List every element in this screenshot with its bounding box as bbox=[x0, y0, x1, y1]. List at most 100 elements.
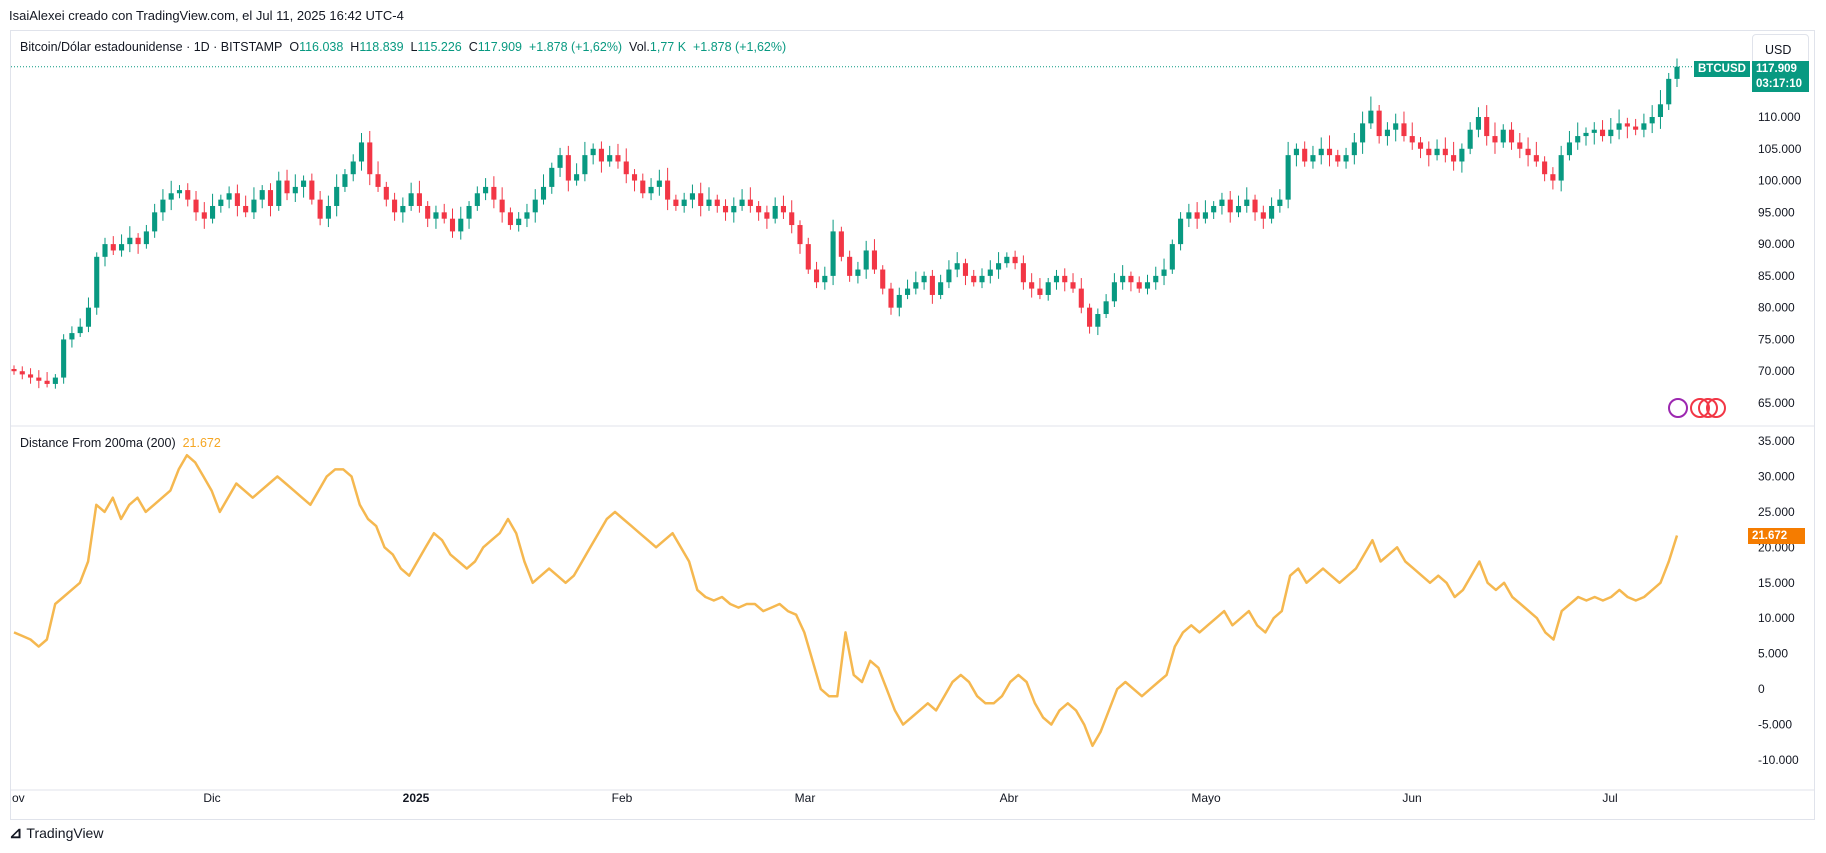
candle-body bbox=[27, 374, 34, 378]
countdown-tag: 03:17:10 bbox=[1752, 76, 1809, 92]
candle-body bbox=[855, 269, 861, 276]
candle-body bbox=[1318, 148, 1324, 156]
change-value: +1.878 (+1,62%) bbox=[528, 40, 623, 54]
candle-body bbox=[979, 275, 985, 283]
indicator-legend: Distance From 200ma (200) 21.672 bbox=[20, 436, 221, 450]
candle-body bbox=[615, 155, 621, 162]
symbol-label[interactable]: Bitcoin/Dólar estadounidense · 1D · BITS… bbox=[20, 40, 283, 54]
volume-change: +1.878 (+1,62%) bbox=[693, 40, 787, 54]
candle-body bbox=[1599, 129, 1606, 137]
candle-body bbox=[739, 199, 745, 206]
candle-body bbox=[416, 193, 422, 206]
candle-body bbox=[1641, 123, 1647, 130]
candle-body bbox=[1070, 282, 1076, 289]
candle-body bbox=[350, 161, 356, 175]
chart-header: IsaiAlexei creado con TradingView.com, e… bbox=[9, 8, 404, 23]
candle-body bbox=[44, 380, 50, 384]
candle-body bbox=[714, 199, 720, 206]
candle-body bbox=[276, 180, 282, 206]
candle-body bbox=[656, 180, 662, 187]
candle-body bbox=[1542, 161, 1548, 175]
candle-body bbox=[317, 199, 323, 219]
candle-body bbox=[557, 155, 563, 168]
candle-body bbox=[110, 244, 116, 251]
candle-body bbox=[325, 205, 331, 219]
candle-body bbox=[1492, 136, 1498, 143]
candle-body bbox=[375, 174, 381, 187]
candle-body bbox=[218, 199, 224, 206]
candle-body bbox=[69, 333, 75, 340]
candle-body bbox=[1244, 199, 1250, 206]
close-value: 117.909 bbox=[477, 40, 523, 54]
price-axis-tick: 85.000 bbox=[1758, 269, 1795, 283]
candle-body bbox=[441, 212, 447, 219]
tv-logo-icon: ⊿ bbox=[9, 825, 22, 842]
candle-body bbox=[756, 205, 762, 213]
indicator-value: 21.672 bbox=[182, 436, 221, 450]
candle-body bbox=[1178, 218, 1184, 245]
candle-body bbox=[1269, 205, 1275, 219]
candle-body bbox=[1360, 123, 1366, 143]
price-axis-tick: 110.000 bbox=[1758, 110, 1801, 124]
symbol-price-tag: BTCUSD bbox=[1694, 61, 1750, 77]
high-value: 118.839 bbox=[359, 40, 404, 54]
candle-body bbox=[954, 263, 960, 270]
time-axis-tick: Feb bbox=[612, 791, 633, 805]
candle-body bbox=[193, 199, 199, 213]
candle-body bbox=[425, 205, 431, 219]
candle-body bbox=[1475, 117, 1481, 130]
currency-button[interactable]: USD bbox=[1752, 34, 1809, 64]
time-axis-tick: Jun bbox=[1402, 791, 1421, 805]
candle-body bbox=[1285, 155, 1291, 200]
candle-body bbox=[1004, 256, 1010, 264]
candle-body bbox=[36, 377, 42, 381]
candle-body bbox=[1078, 288, 1084, 308]
candle-body bbox=[905, 288, 911, 295]
candle-body bbox=[85, 307, 92, 327]
lightning-icon[interactable] bbox=[1668, 398, 1688, 418]
candle-body bbox=[921, 275, 927, 283]
tradingview-logo[interactable]: ⊿ TradingView bbox=[9, 823, 103, 843]
candle-body bbox=[913, 282, 919, 289]
candle-body bbox=[764, 212, 770, 219]
candle-body bbox=[499, 199, 505, 213]
price-axis-tick: 75.000 bbox=[1758, 332, 1795, 346]
us-flag-icon-3[interactable] bbox=[1706, 398, 1726, 418]
indicator-axis-tick: 35.000 bbox=[1758, 434, 1795, 448]
indicator-line bbox=[13, 453, 1679, 748]
indicator-axis-tick: -10.000 bbox=[1758, 753, 1799, 767]
price-axis-tick: 65.000 bbox=[1758, 396, 1795, 410]
candle-body bbox=[1616, 123, 1622, 130]
candle-body bbox=[160, 199, 166, 213]
candle-body bbox=[1062, 275, 1068, 283]
candle-body bbox=[1525, 148, 1531, 156]
candle-body bbox=[888, 288, 894, 308]
candle-body bbox=[706, 199, 712, 206]
candle-body bbox=[648, 186, 654, 194]
price-axis-tick: 70.000 bbox=[1758, 364, 1795, 378]
candle-body bbox=[449, 218, 456, 232]
volume-value: 1,77 K bbox=[649, 40, 687, 54]
candle-body bbox=[863, 250, 869, 270]
candle-body bbox=[747, 199, 753, 206]
candle-body bbox=[94, 256, 100, 308]
candle-body bbox=[52, 377, 58, 384]
candle-body bbox=[77, 326, 83, 334]
candle-body bbox=[938, 282, 944, 295]
candle-body bbox=[1202, 212, 1208, 219]
chart-frame bbox=[10, 30, 1815, 820]
candle-body bbox=[1335, 155, 1341, 162]
candle-body bbox=[698, 193, 704, 206]
candle-body bbox=[102, 244, 108, 257]
candle-body bbox=[1211, 205, 1217, 213]
candle-body bbox=[1575, 136, 1581, 143]
candle-body bbox=[532, 199, 538, 213]
candle-body bbox=[1045, 282, 1051, 295]
candle-body bbox=[1376, 110, 1382, 137]
time-axis-tick: Mayo bbox=[1191, 791, 1221, 805]
candle-body bbox=[1417, 142, 1424, 149]
indicator-name[interactable]: Distance From 200ma (200) bbox=[20, 436, 176, 450]
indicator-axis-tick: -5.000 bbox=[1758, 718, 1792, 732]
candle-body bbox=[880, 269, 886, 289]
